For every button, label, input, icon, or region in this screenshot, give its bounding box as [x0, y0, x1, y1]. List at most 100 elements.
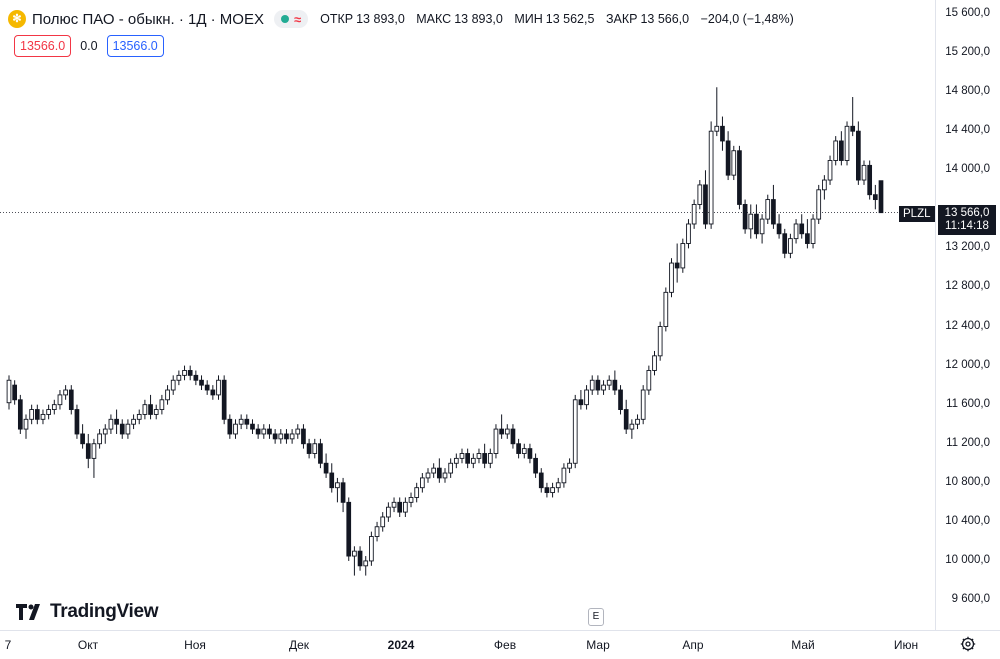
candle [431, 463, 437, 478]
candle [691, 199, 697, 229]
candle-body-up [102, 428, 108, 435]
candle-body-down [80, 433, 85, 445]
candle-body-up [748, 213, 754, 230]
candle-body-down [119, 423, 125, 435]
trade-buttons: 13566.0 0.0 13566.0 [14, 35, 164, 57]
candle-body-up [793, 223, 799, 240]
candle-body-down [301, 428, 306, 445]
price-axis-label: 10 000,0 [945, 553, 990, 566]
candle-body-up [646, 370, 652, 391]
symbol-title[interactable]: Полюс ПАО - обыкн. · 1Д · MOEX [32, 10, 264, 28]
candle [97, 429, 102, 449]
candle [850, 97, 856, 137]
candle [306, 438, 312, 459]
candle [856, 121, 861, 185]
events-button[interactable]: E [588, 608, 604, 626]
candle-body-up [403, 501, 408, 513]
candle [131, 414, 136, 430]
candle-body-up [153, 409, 159, 415]
buy-button[interactable]: 13566.0 [106, 35, 164, 57]
candle-body-down [323, 462, 329, 474]
candle-body-up [125, 423, 131, 435]
candle [867, 160, 873, 200]
candle [165, 385, 170, 405]
tradingview-logo-icon [16, 604, 44, 620]
candle [680, 238, 686, 273]
candle-body-up [335, 482, 340, 489]
gear-icon[interactable] [960, 636, 976, 652]
candle-body-up [453, 457, 459, 464]
candle-body-down [397, 501, 403, 513]
candle [533, 453, 538, 478]
candle [102, 424, 108, 444]
candle-body-up [810, 218, 816, 244]
bar-countdown: 11:14:18 [945, 220, 989, 232]
candle [233, 419, 238, 439]
candle [420, 473, 425, 493]
candle-body-up [363, 560, 369, 567]
symbol-price-tag: PLZL [899, 206, 935, 222]
candle-body-up [470, 457, 476, 464]
candle [227, 414, 233, 439]
candle-body-up [142, 404, 148, 415]
candle [516, 438, 521, 459]
price-axis-label: 11 200,0 [946, 436, 990, 449]
candle [754, 204, 759, 239]
candle-body-down [674, 262, 680, 269]
candle-body-down [193, 374, 199, 381]
candle [748, 204, 754, 239]
candle-body-up [697, 184, 703, 205]
time-axis-label: 2024 [387, 638, 415, 652]
candle-body-up [448, 462, 454, 474]
candle [499, 414, 504, 439]
candle [657, 321, 663, 361]
candle [584, 385, 589, 410]
candle-body-down [68, 389, 74, 410]
tradingview-logo[interactable]: TradingView [16, 601, 159, 623]
candle [448, 458, 454, 478]
candle-body-up [442, 472, 448, 479]
candle [352, 546, 357, 576]
candle [476, 448, 482, 464]
candle [793, 219, 799, 244]
price-chart[interactable] [0, 0, 935, 630]
low-value: 13 562,5 [545, 12, 595, 26]
candle [386, 502, 391, 522]
candle-body-down [754, 213, 759, 235]
candle-body-down [725, 140, 731, 176]
candle [182, 365, 187, 381]
candle [272, 429, 278, 444]
market-status[interactable]: ≈ [273, 10, 309, 28]
candle [827, 155, 833, 185]
candle-body-down [872, 194, 878, 201]
candle-body-up [714, 125, 720, 132]
candle-body-up [408, 497, 414, 503]
candle-body-up [606, 379, 612, 386]
candle-body-up [521, 448, 527, 454]
candle-body-up [165, 389, 170, 401]
candle [765, 194, 771, 224]
time-axis-label: Дек [288, 638, 310, 652]
candle-body-down [742, 203, 748, 230]
candle-body-down [867, 164, 873, 196]
candle-body-up [352, 550, 357, 557]
candle-body-down [74, 409, 80, 435]
chart-area[interactable] [0, 0, 935, 630]
close-label: ЗАКР [605, 12, 638, 26]
candle-body-down [267, 428, 272, 435]
candle-body-up [572, 399, 578, 464]
candle-body-up [391, 501, 397, 508]
sell-button[interactable]: 13566.0 [14, 35, 72, 57]
candle-body-down [221, 379, 227, 420]
ohlc-values: ОТКР 13 893,0 МАКС 13 893,0 МИН 13 562,5 ЗА… [320, 12, 794, 26]
candle [108, 414, 114, 434]
candle [805, 219, 810, 249]
candle-body-up [386, 506, 391, 518]
candle-body-down [623, 409, 629, 430]
candle-body-up [131, 418, 136, 425]
candle [210, 385, 216, 400]
candle [527, 443, 533, 464]
candle [844, 121, 850, 166]
time-axis-label: Июн [893, 638, 919, 652]
candle [737, 145, 742, 210]
